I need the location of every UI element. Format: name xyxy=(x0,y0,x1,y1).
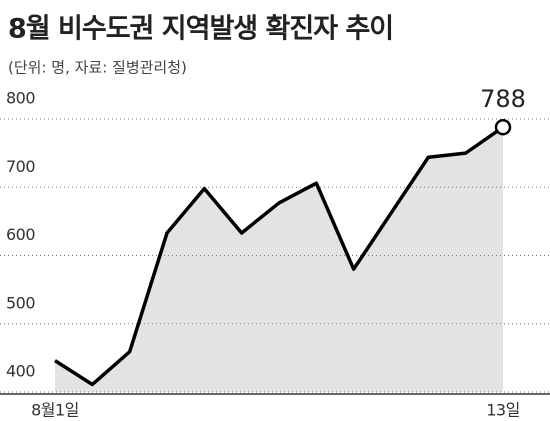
chart-subtitle: (단위: 명, 자료: 질병관리청) xyxy=(8,59,187,77)
chart-title: 8월 비수도권 지역발생 확진자 추이 xyxy=(8,14,393,45)
x-tick-label: 13일 xyxy=(486,401,520,420)
end-point xyxy=(494,118,512,136)
line xyxy=(54,125,504,387)
area xyxy=(55,127,503,392)
y-tick-label: 600 xyxy=(6,225,35,244)
x-tick-label: 8월1일 xyxy=(31,401,79,420)
y-tick-label: 800 xyxy=(6,89,35,108)
y-tick-label: 500 xyxy=(6,293,35,312)
y-tick-label: 700 xyxy=(6,157,35,176)
y-tick-label: 400 xyxy=(6,362,35,381)
value-label: 788 xyxy=(480,85,526,113)
